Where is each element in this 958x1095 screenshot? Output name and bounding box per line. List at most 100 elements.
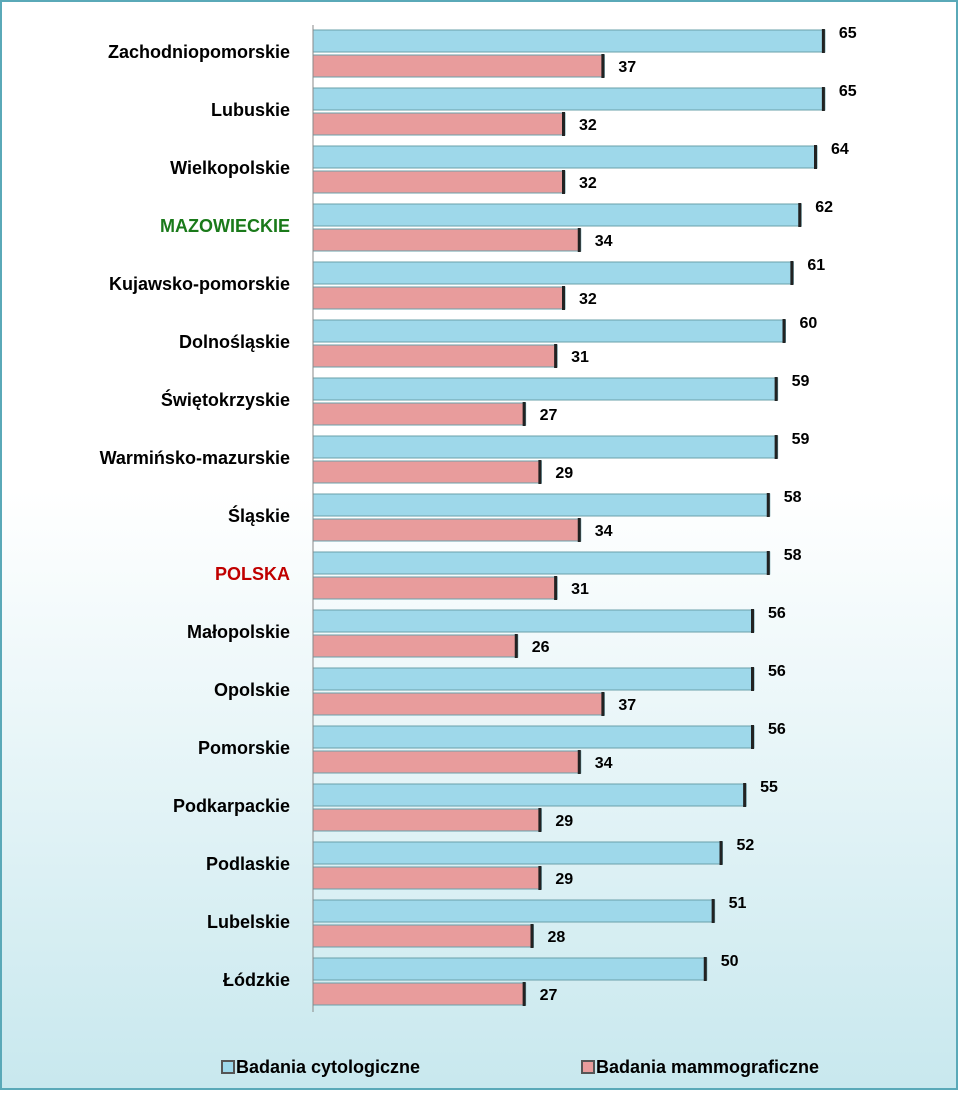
- bar: [312, 982, 527, 1006]
- value-label: 34: [595, 755, 613, 772]
- bar-end: [814, 145, 817, 169]
- bar-end: [751, 667, 754, 691]
- bar: [312, 609, 755, 633]
- value-label: 50: [721, 953, 739, 970]
- bar-end: [562, 112, 565, 136]
- value-label: 27: [540, 987, 558, 1004]
- bar: [312, 750, 582, 774]
- bar-end: [711, 899, 715, 923]
- value-label: 31: [571, 581, 589, 598]
- category-label: Zachodniopomorskie: [108, 42, 290, 62]
- bar-end: [522, 402, 526, 426]
- value-label: 56: [768, 721, 786, 738]
- bar-end: [790, 261, 794, 285]
- category-label: Wielkopolskie: [170, 158, 290, 178]
- value-label: 29: [555, 465, 573, 482]
- bar: [312, 808, 542, 832]
- value-label: 52: [737, 837, 755, 854]
- bar-end: [703, 957, 707, 981]
- bar: [312, 899, 716, 923]
- category-label: Małopolskie: [187, 622, 290, 642]
- bar: [312, 841, 723, 865]
- bar-end: [522, 982, 526, 1006]
- bar-end: [766, 551, 770, 575]
- bar-end: [530, 924, 534, 948]
- bar-end: [514, 634, 518, 658]
- bar-end: [821, 87, 825, 111]
- value-label: 56: [768, 605, 786, 622]
- value-label: 27: [540, 407, 558, 424]
- value-label: 64: [831, 141, 849, 158]
- bar-end: [538, 866, 542, 890]
- value-label: 65: [839, 25, 857, 42]
- value-label: 58: [784, 547, 802, 564]
- legend-swatch: [581, 1060, 595, 1074]
- bar: [312, 112, 566, 136]
- value-label: 37: [618, 59, 636, 76]
- bar-end: [538, 808, 542, 832]
- value-label: 51: [729, 895, 747, 912]
- bar: [312, 551, 771, 575]
- bar-end: [719, 841, 723, 865]
- bar: [312, 228, 582, 252]
- value-label: 61: [807, 257, 825, 274]
- value-label: 58: [784, 489, 802, 506]
- bar-end: [562, 170, 565, 194]
- category-label: MAZOWIECKIE: [160, 216, 290, 236]
- bar: [312, 344, 558, 368]
- bar-end: [774, 435, 778, 459]
- category-label: Podlaskie: [206, 854, 290, 874]
- bar: [312, 87, 826, 111]
- category-label: Podkarpackie: [173, 796, 290, 816]
- bar: [312, 203, 802, 227]
- value-label: 59: [792, 431, 810, 448]
- bar: [312, 170, 566, 194]
- bar-end: [538, 460, 542, 484]
- bar: [312, 957, 708, 981]
- bar-end: [821, 29, 825, 53]
- bar: [312, 377, 779, 401]
- bar: [312, 634, 519, 658]
- value-label: 59: [792, 373, 810, 390]
- value-label: 29: [555, 813, 573, 830]
- category-label: Kujawsko-pomorskie: [109, 274, 290, 294]
- value-label: 31: [571, 349, 589, 366]
- bar: [312, 460, 542, 484]
- bar: [312, 518, 582, 542]
- value-label: 32: [579, 291, 597, 308]
- bar: [312, 493, 771, 517]
- bar-end: [577, 750, 581, 774]
- bar-end: [601, 54, 605, 78]
- value-label: 34: [595, 523, 613, 540]
- bar: [312, 924, 534, 948]
- value-label: 32: [579, 117, 597, 134]
- value-label: 62: [815, 199, 833, 216]
- bar: [312, 261, 794, 285]
- bar: [312, 866, 542, 890]
- value-label: 65: [839, 83, 857, 100]
- value-label: 37: [618, 697, 636, 714]
- bar-end: [743, 783, 747, 807]
- category-label: Łódzkie: [223, 970, 290, 990]
- category-label: Warmińsko-mazurskie: [100, 448, 290, 468]
- bar-end: [774, 377, 778, 401]
- bar: [312, 692, 605, 716]
- category-label: Świętokrzyskie: [161, 389, 290, 410]
- bar: [312, 29, 826, 53]
- bar-end: [798, 203, 802, 227]
- category-label: Śląskie: [228, 505, 290, 526]
- bar: [312, 402, 527, 426]
- bar-end: [562, 286, 565, 310]
- bar: [312, 145, 818, 169]
- category-label: Pomorskie: [198, 738, 290, 758]
- value-label: 26: [532, 639, 550, 656]
- bar-end: [577, 518, 581, 542]
- value-label: 60: [800, 315, 818, 332]
- value-label: 32: [579, 175, 597, 192]
- legend-swatch: [221, 1060, 235, 1074]
- legend-label: Badania mammograficzne: [596, 1057, 819, 1077]
- value-label: 34: [595, 233, 613, 250]
- bar-end: [751, 609, 754, 633]
- bar: [312, 725, 755, 749]
